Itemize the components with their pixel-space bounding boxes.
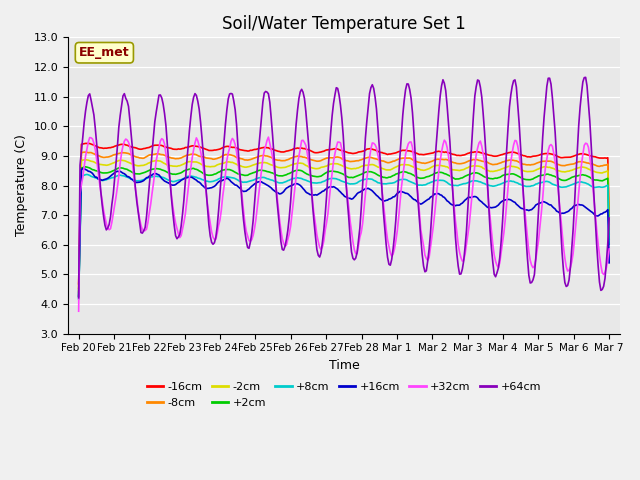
+64cm xyxy=(605,215,613,221)
+2cm xyxy=(82,164,90,170)
+64cm xyxy=(348,249,355,255)
-2cm xyxy=(603,168,611,174)
-2cm xyxy=(75,289,83,295)
-16cm xyxy=(533,153,541,158)
+2cm xyxy=(603,176,611,182)
-16cm xyxy=(111,144,118,149)
X-axis label: Time: Time xyxy=(328,359,359,372)
+32cm xyxy=(454,241,462,247)
-16cm xyxy=(94,144,102,150)
+8cm xyxy=(533,181,541,187)
+32cm xyxy=(109,211,117,217)
Line: +64cm: +64cm xyxy=(79,77,609,298)
+32cm xyxy=(605,246,613,252)
+8cm xyxy=(603,183,611,189)
Line: +2cm: +2cm xyxy=(79,167,609,296)
+2cm xyxy=(94,168,102,174)
+16cm xyxy=(454,203,462,208)
-2cm xyxy=(533,167,541,172)
-16cm xyxy=(605,221,613,227)
+16cm xyxy=(605,260,613,266)
-16cm xyxy=(82,141,90,146)
Text: EE_met: EE_met xyxy=(79,46,130,59)
-2cm xyxy=(82,157,90,163)
+8cm xyxy=(83,171,91,177)
-2cm xyxy=(454,168,462,173)
+16cm xyxy=(79,166,86,171)
+16cm xyxy=(111,170,118,176)
+64cm xyxy=(75,295,83,300)
+2cm xyxy=(349,175,356,180)
-16cm xyxy=(454,153,462,158)
-16cm xyxy=(603,156,611,161)
+32cm xyxy=(264,134,272,140)
+16cm xyxy=(533,202,541,207)
Line: -8cm: -8cm xyxy=(79,152,609,288)
+32cm xyxy=(603,265,611,271)
-2cm xyxy=(349,166,356,171)
-8cm xyxy=(533,160,541,166)
-8cm xyxy=(75,286,83,291)
+2cm xyxy=(605,236,613,242)
Line: -16cm: -16cm xyxy=(79,144,609,284)
Legend: -16cm, -8cm, -2cm, +2cm, +8cm, +16cm, +32cm, +64cm: -16cm, -8cm, -2cm, +2cm, +8cm, +16cm, +3… xyxy=(142,378,545,412)
+8cm xyxy=(349,181,356,187)
Line: +16cm: +16cm xyxy=(79,168,609,297)
-2cm xyxy=(605,231,613,237)
-8cm xyxy=(603,162,611,168)
+2cm xyxy=(454,176,462,182)
Y-axis label: Temperature (C): Temperature (C) xyxy=(15,134,28,237)
+2cm xyxy=(75,293,83,299)
-8cm xyxy=(94,153,102,158)
+32cm xyxy=(349,239,356,244)
+8cm xyxy=(111,174,118,180)
Title: Soil/Water Temperature Set 1: Soil/Water Temperature Set 1 xyxy=(222,15,466,33)
+16cm xyxy=(349,196,356,202)
+16cm xyxy=(75,294,83,300)
+64cm xyxy=(532,255,540,261)
+64cm xyxy=(603,259,611,264)
Line: -2cm: -2cm xyxy=(79,160,609,292)
-8cm xyxy=(82,149,90,155)
+2cm xyxy=(111,167,118,173)
+8cm xyxy=(94,176,102,182)
-16cm xyxy=(349,151,356,156)
+32cm xyxy=(533,247,541,253)
-2cm xyxy=(94,161,102,167)
+64cm xyxy=(93,141,100,146)
+64cm xyxy=(109,191,117,197)
+64cm xyxy=(582,74,589,80)
-8cm xyxy=(349,158,356,164)
+32cm xyxy=(75,308,83,314)
Line: +32cm: +32cm xyxy=(79,137,609,311)
+32cm xyxy=(93,156,100,162)
-2cm xyxy=(111,159,118,165)
+8cm xyxy=(75,296,83,302)
+16cm xyxy=(603,208,611,214)
+2cm xyxy=(533,174,541,180)
+8cm xyxy=(605,241,613,247)
-8cm xyxy=(605,226,613,232)
-8cm xyxy=(454,161,462,167)
-16cm xyxy=(75,281,83,287)
+16cm xyxy=(94,176,102,182)
Line: +8cm: +8cm xyxy=(79,174,609,299)
+8cm xyxy=(454,183,462,189)
+64cm xyxy=(453,251,461,256)
-8cm xyxy=(111,152,118,157)
